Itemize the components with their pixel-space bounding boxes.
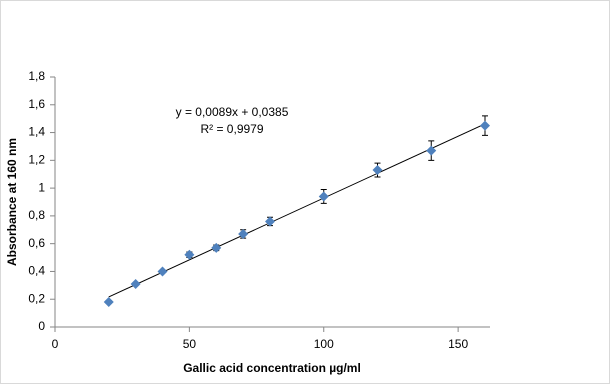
data-point bbox=[157, 266, 168, 277]
y-tick-label: 1 bbox=[38, 180, 45, 194]
y-tick-label: 1,2 bbox=[28, 153, 45, 167]
data-point bbox=[130, 278, 141, 289]
data-point bbox=[238, 228, 249, 239]
data-point bbox=[318, 191, 329, 202]
data-point bbox=[265, 216, 275, 227]
y-tick-label: 0 bbox=[38, 319, 45, 333]
y-tick-label: 1,4 bbox=[28, 125, 45, 139]
x-tick-label: 0 bbox=[52, 337, 59, 351]
y-tick-label: 0,2 bbox=[28, 291, 45, 305]
x-tick-label: 150 bbox=[448, 337, 468, 351]
y-tick-label: 0,4 bbox=[28, 264, 45, 278]
data-point bbox=[426, 145, 437, 156]
trendline-r2: R² = 0,9979 bbox=[200, 122, 263, 136]
data-point bbox=[211, 242, 222, 253]
trendline-equation: y = 0,0089x + 0,0385 bbox=[176, 105, 289, 119]
y-tick-label: 0,8 bbox=[28, 208, 45, 222]
y-tick-label: 1,6 bbox=[28, 97, 45, 111]
data-point bbox=[372, 165, 383, 176]
x-tick-label: 100 bbox=[314, 337, 334, 351]
x-axis-title: Gallic acid concentration µg/ml bbox=[183, 361, 361, 375]
x-tick-label: 50 bbox=[183, 337, 197, 351]
trendline bbox=[108, 123, 486, 298]
y-axis-title: Absorbance at 160 nm bbox=[5, 138, 19, 266]
data-point bbox=[184, 249, 195, 260]
y-tick-label: 0,6 bbox=[28, 236, 45, 250]
y-tick-label: 1,8 bbox=[28, 69, 45, 83]
data-point bbox=[103, 297, 114, 307]
data-point bbox=[480, 120, 490, 131]
